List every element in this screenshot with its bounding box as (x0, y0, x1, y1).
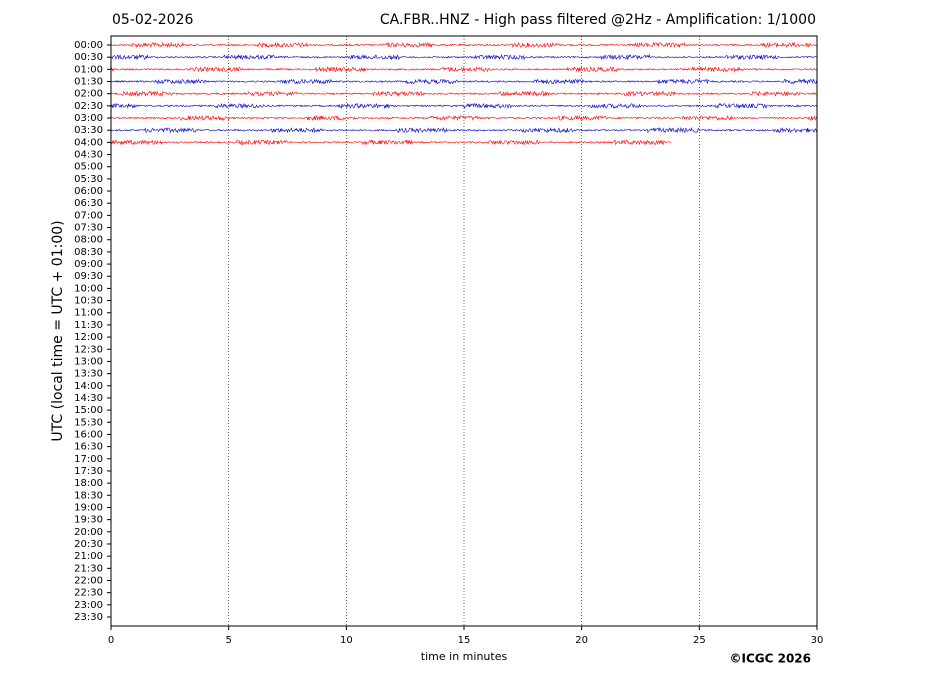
x-tick-label: 30 (811, 635, 824, 646)
y-tick-label: 22:30 (74, 588, 103, 599)
x-tick-label: 0 (108, 635, 114, 646)
y-tick-label: 09:30 (74, 271, 103, 282)
x-tick-label: 15 (458, 635, 471, 646)
seismic-trace (110, 90, 817, 97)
seismic-trace (110, 78, 817, 85)
y-tick-label: 11:30 (74, 320, 103, 331)
y-tick-label: 14:30 (74, 393, 103, 404)
y-tick-label: 15:30 (74, 417, 103, 428)
y-tick-label: 22:00 (74, 575, 103, 586)
y-tick-label: 20:00 (74, 527, 103, 538)
y-tick-label: 14:00 (74, 381, 103, 392)
y-tick-label: 07:30 (74, 223, 103, 234)
y-tick-label: 04:00 (74, 137, 103, 148)
seismic-trace (110, 102, 817, 110)
credit: ©ICGC 2026 (729, 652, 811, 666)
y-tick-label: 09:00 (74, 259, 103, 270)
y-tick-label: 02:00 (74, 89, 103, 100)
y-tick-label: 13:00 (74, 356, 103, 367)
y-tick-label: 01:30 (74, 77, 103, 88)
y-tick-label: 21:00 (74, 551, 103, 562)
seismic-trace (110, 139, 672, 146)
y-tick-label: 12:00 (74, 332, 103, 343)
y-tick-label: 23:00 (74, 600, 103, 611)
y-tick-label: 17:30 (74, 466, 103, 477)
y-tick-label: 16:00 (74, 429, 103, 440)
x-tick-label: 25 (693, 635, 706, 646)
y-tick-label: 02:30 (74, 101, 103, 112)
seismic-trace (110, 114, 817, 122)
y-tick-label: 06:00 (74, 186, 103, 197)
y-tick-label: 16:30 (74, 442, 103, 453)
y-tick-label: 08:00 (74, 235, 103, 246)
x-tick-label: 20 (575, 635, 588, 646)
y-tick-label: 03:30 (74, 125, 103, 136)
seismic-trace (110, 66, 817, 73)
y-tick-label: 17:00 (74, 454, 103, 465)
x-tick-label: 10 (340, 635, 353, 646)
y-tick-label: 04:30 (74, 150, 103, 161)
y-axis-label: UTC (local time = UTC + 01:00) (50, 220, 66, 441)
y-tick-label: 20:30 (74, 539, 103, 550)
y-tick-label: 07:00 (74, 210, 103, 221)
seismic-trace (110, 41, 817, 49)
seismic-trace (110, 53, 817, 61)
y-tick-label: 13:30 (74, 369, 103, 380)
y-tick-label: 05:30 (74, 174, 103, 185)
y-tick-label: 06:30 (74, 198, 103, 209)
y-tick-label: 18:30 (74, 490, 103, 501)
y-tick-label: 19:00 (74, 502, 103, 513)
y-tick-label: 18:00 (74, 478, 103, 489)
y-tick-label: 11:00 (74, 308, 103, 319)
y-tick-label: 15:00 (74, 405, 103, 416)
x-axis-label: time in minutes (421, 650, 508, 663)
y-tick-label: 08:30 (74, 247, 103, 258)
y-tick-label: 03:00 (74, 113, 103, 124)
chart-title: CA.FBR..HNZ - High pass filtered @2Hz - … (380, 12, 816, 28)
y-tick-label: 00:00 (74, 40, 103, 51)
x-tick-label: 5 (225, 635, 231, 646)
seismic-trace (110, 126, 817, 134)
y-tick-label: 12:30 (74, 344, 103, 355)
date: 05-02-2026 (112, 12, 193, 28)
plot-frame (110, 35, 818, 627)
y-tick-label: 23:30 (74, 612, 103, 623)
y-tick-label: 05:00 (74, 162, 103, 173)
y-tick-label: 19:30 (74, 515, 103, 526)
y-tick-label: 21:30 (74, 563, 103, 574)
y-tick-label: 01:00 (74, 64, 103, 75)
y-tick-label: 10:00 (74, 283, 103, 294)
y-tick-label: 00:30 (74, 52, 103, 63)
y-tick-label: 10:30 (74, 296, 103, 307)
